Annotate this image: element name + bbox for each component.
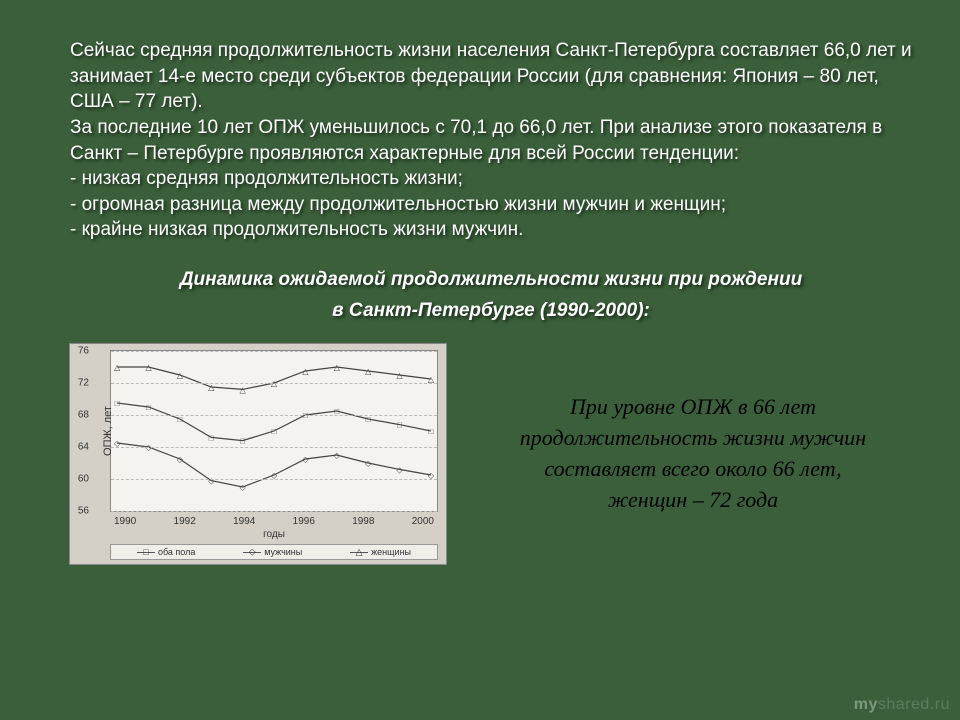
chart-lines: □□□□□□□□□□□◇◇◇◇◇◇◇◇◇◇◇△△△△△△△△△△△ — [111, 351, 437, 511]
svg-text:□: □ — [397, 421, 402, 430]
subtitle-line-2: в Санкт-Петербурге (1990-2000): — [332, 300, 650, 321]
watermark-bold: my — [854, 696, 878, 713]
bottom-row: ОПЖ, лет 566064687276 □□□□□□□□□□□◇◇◇◇◇◇◇… — [70, 344, 912, 564]
svg-text:◇: ◇ — [302, 455, 309, 464]
svg-text:◇: ◇ — [365, 459, 372, 468]
x-axis-label: годы — [110, 527, 438, 540]
svg-text:□: □ — [146, 403, 151, 412]
svg-text:◇: ◇ — [334, 451, 341, 460]
svg-text:△: △ — [145, 363, 152, 372]
subtitle-line-1: Динамика ожидаемой продолжительности жиз… — [180, 269, 802, 290]
svg-text:△: △ — [114, 363, 121, 372]
svg-text:△: △ — [334, 363, 341, 372]
side-annotation: При уровне ОПЖ в 66 лет продолжительност… — [474, 392, 912, 515]
watermark-rest: shared.ru — [878, 696, 950, 713]
chart-plot-area: ОПЖ, лет 566064687276 □□□□□□□□□□□◇◇◇◇◇◇◇… — [110, 350, 438, 512]
svg-text:△: △ — [365, 367, 372, 376]
svg-text:□: □ — [366, 415, 371, 424]
svg-text:◇: ◇ — [396, 465, 403, 474]
svg-text:△: △ — [177, 371, 184, 380]
x-tick-labels: 199019921994199619982000 — [110, 514, 438, 527]
svg-text:□: □ — [209, 433, 214, 442]
svg-text:□: □ — [428, 427, 433, 436]
line-chart-panel: ОПЖ, лет 566064687276 □□□□□□□□□□□◇◇◇◇◇◇◇… — [70, 344, 446, 564]
chart-subtitle: Динамика ожидаемой продолжительности жиз… — [70, 265, 912, 326]
svg-text:△: △ — [396, 371, 403, 380]
svg-text:△: △ — [302, 367, 309, 376]
svg-text:□: □ — [115, 399, 120, 408]
watermark: myshared.ru — [854, 696, 950, 714]
svg-text:△: △ — [208, 383, 215, 392]
main-paragraph: Сейчас средняя продолжительность жизни н… — [70, 38, 912, 243]
chart-legend: □оба пола◇мужчины△женщины — [110, 544, 438, 560]
svg-text:◇: ◇ — [208, 477, 215, 486]
svg-text:□: □ — [272, 427, 277, 436]
svg-text:□: □ — [177, 415, 182, 424]
slide: Сейчас средняя продолжительность жизни н… — [0, 0, 960, 720]
svg-text:△: △ — [239, 385, 246, 394]
svg-text:◇: ◇ — [239, 483, 246, 492]
svg-text:◇: ◇ — [177, 455, 184, 464]
svg-text:□: □ — [240, 437, 245, 446]
